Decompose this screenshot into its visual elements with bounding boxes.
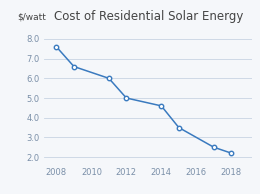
Title: Cost of Residential Solar Energy: Cost of Residential Solar Energy: [54, 10, 243, 23]
Text: $/watt: $/watt: [17, 13, 46, 22]
